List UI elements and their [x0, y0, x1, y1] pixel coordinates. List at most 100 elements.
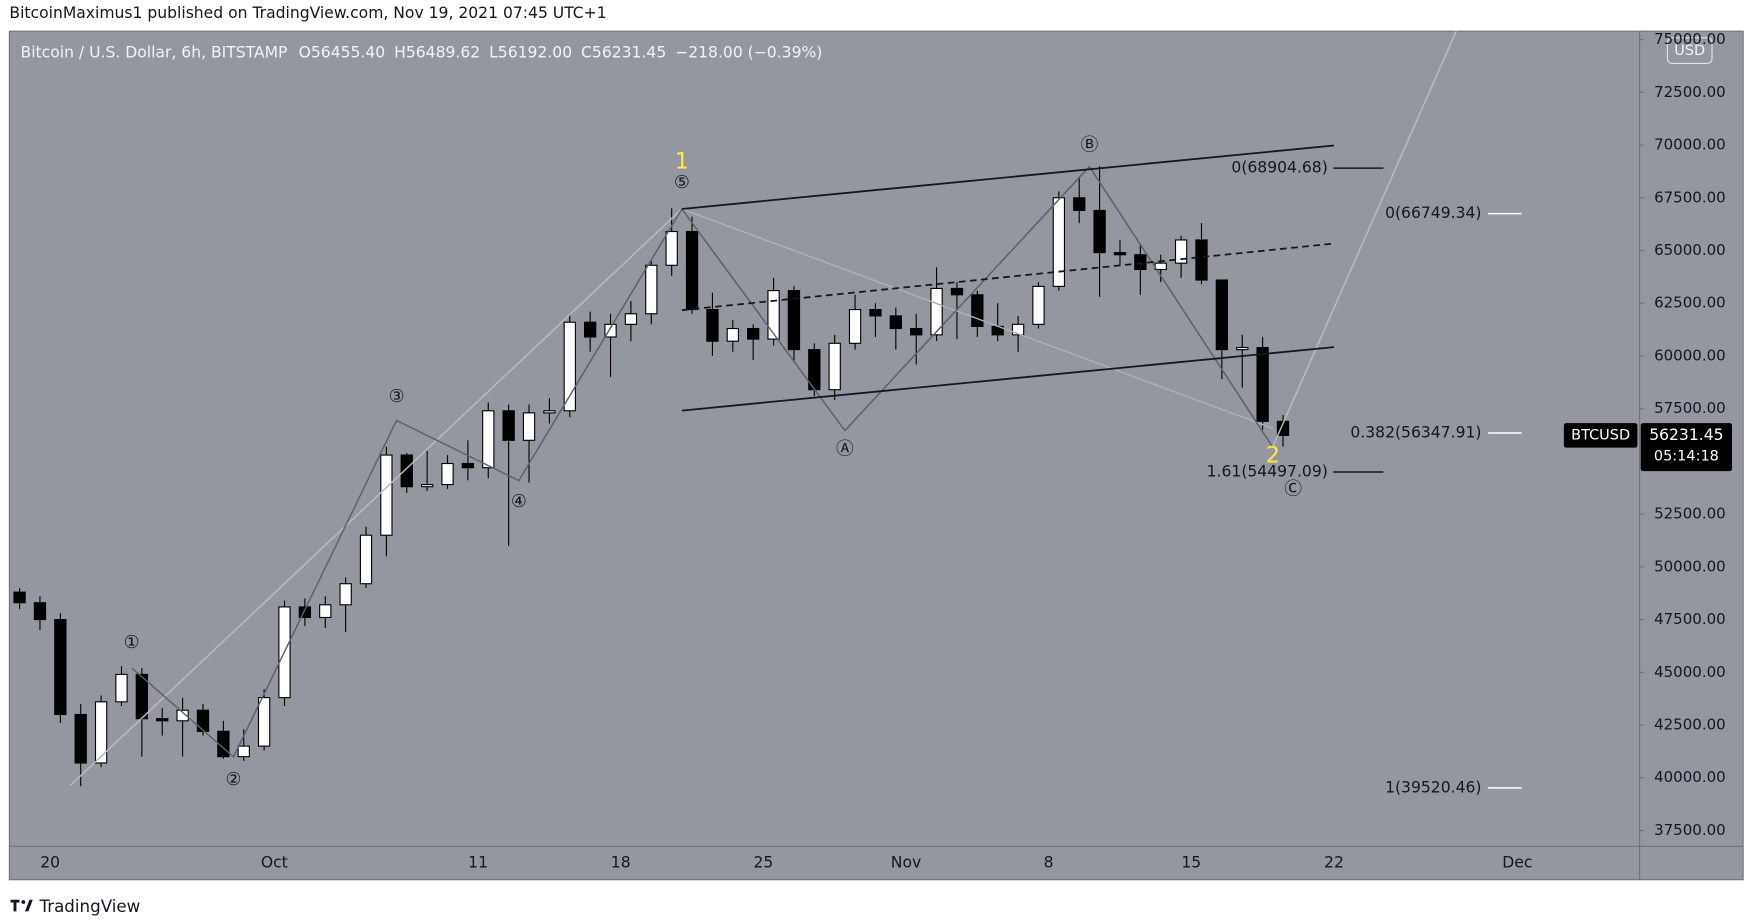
- candle-body: [420, 484, 434, 488]
- y-tick-label: 45000.00: [1654, 663, 1726, 681]
- symbol-tag-label: BTCUSD: [1571, 427, 1630, 443]
- chart-background: [8, 30, 1744, 881]
- candle-body: [747, 327, 760, 340]
- candle-body: [94, 701, 108, 764]
- candle-body: [971, 294, 984, 327]
- y-tick-label: 67500.00: [1654, 188, 1726, 206]
- y-tick-label: 50000.00: [1654, 557, 1726, 575]
- candle-body: [930, 287, 943, 336]
- x-tick-label: Oct: [261, 853, 288, 871]
- symbol-tag: [1563, 423, 1638, 448]
- wave-label: ⑤: [674, 172, 690, 193]
- candle-body: [74, 713, 87, 764]
- logo-mark: [24, 899, 33, 912]
- candle-body: [624, 313, 638, 325]
- candle-body: [767, 290, 780, 340]
- ohlc-label: C: [581, 43, 592, 61]
- candle-body: [910, 327, 923, 336]
- brand: TradingView: [38, 896, 140, 916]
- x-tick-label: 20: [40, 853, 60, 871]
- trend-line: [681, 242, 1335, 312]
- ohlc-label: O: [299, 43, 311, 61]
- candle-body: [115, 673, 128, 703]
- candle-body: [685, 230, 699, 311]
- candle-body: [1215, 279, 1229, 351]
- price-tag-label: 56231.45: [1649, 426, 1723, 444]
- candle-body: [1256, 346, 1269, 422]
- fib-label: 0(68904.68): [1231, 159, 1327, 177]
- ohlc-value: 56489.62: [406, 43, 480, 61]
- wave-label: Ⓐ: [836, 439, 854, 460]
- candle-body: [196, 709, 210, 732]
- x-tick-label: 8: [1044, 853, 1054, 871]
- candle-body: [848, 309, 862, 344]
- x-tick-label: 15: [1181, 853, 1201, 871]
- candle-body: [950, 287, 964, 296]
- candle-body: [1052, 197, 1066, 287]
- ohlc-change: −218.00 (−0.39%): [675, 43, 822, 61]
- candle-body: [1276, 420, 1290, 436]
- candle-body: [359, 534, 373, 585]
- candle-body: [339, 583, 352, 606]
- candle-body: [1236, 346, 1249, 351]
- wave-label: ④: [511, 491, 527, 512]
- candle-body: [1073, 197, 1086, 211]
- trend-line: [681, 346, 1335, 412]
- candle-body: [237, 745, 250, 758]
- candle-body: [156, 718, 169, 722]
- candle-body: [380, 454, 393, 536]
- ohlc-label: H: [394, 43, 406, 61]
- candle-body: [1134, 254, 1147, 271]
- ohlc-value: 56192.00: [498, 43, 572, 61]
- y-tick-label: 52500.00: [1654, 505, 1726, 523]
- countdown: 05:14:18: [1654, 449, 1719, 465]
- candle-body: [665, 230, 678, 266]
- trend-line: [1272, 30, 1457, 447]
- candle-body: [706, 309, 719, 342]
- x-tick-label: 25: [753, 853, 773, 871]
- candle-body: [1113, 252, 1127, 256]
- y-tick-label: 70000.00: [1654, 136, 1726, 154]
- fib-label: 0.382(56347.91): [1350, 423, 1481, 441]
- candle-body: [645, 264, 658, 315]
- candle-body: [543, 410, 556, 414]
- candle-body: [828, 342, 841, 391]
- y-tick-label: 62500.00: [1654, 294, 1726, 312]
- candle-body: [176, 709, 189, 722]
- y-tick-label: 65000.00: [1654, 241, 1726, 259]
- candle-body: [563, 321, 576, 412]
- y-tick-label: 72500.00: [1654, 83, 1726, 101]
- x-tick-label: 18: [611, 853, 631, 871]
- candle-body: [726, 327, 739, 342]
- logo-mark: [21, 900, 26, 904]
- candle-body: [298, 606, 312, 619]
- wave-label: Ⓑ: [1081, 134, 1099, 155]
- candle-body: [319, 604, 332, 619]
- publisher-line: BitcoinMaximus1 published on TradingView…: [9, 4, 606, 22]
- wave-label: ①: [124, 632, 140, 653]
- currency-box[interactable]: [1666, 37, 1713, 65]
- currency-badge[interactable]: USD: [1666, 37, 1713, 65]
- candle-body: [461, 462, 475, 469]
- y-tick-label: 60000.00: [1654, 346, 1726, 364]
- wave-label: 2: [1266, 443, 1280, 469]
- trend-line: [681, 144, 1335, 210]
- y-tick-label: 40000.00: [1654, 768, 1726, 786]
- x-tick-label: Nov: [891, 853, 921, 871]
- candle-body: [13, 591, 26, 604]
- symbol-title: Bitcoin / U.S. Dollar, 6h, BITSTAMP: [21, 43, 288, 61]
- candle-body: [400, 454, 413, 488]
- x-tick-label: Dec: [1502, 853, 1532, 871]
- currency[interactable]: USD: [1674, 43, 1705, 59]
- x-tick-label: 22: [1324, 853, 1344, 871]
- ohlc-label: L: [489, 43, 498, 61]
- fib-label: 0(66749.34): [1385, 204, 1481, 222]
- y-tick-label: 75000.00: [1654, 30, 1726, 48]
- candle-body: [522, 412, 536, 441]
- candle-body: [54, 619, 67, 716]
- tradingview-logo: TradingView: [10, 896, 140, 916]
- candle-body: [604, 323, 617, 338]
- candle-body: [1011, 323, 1025, 336]
